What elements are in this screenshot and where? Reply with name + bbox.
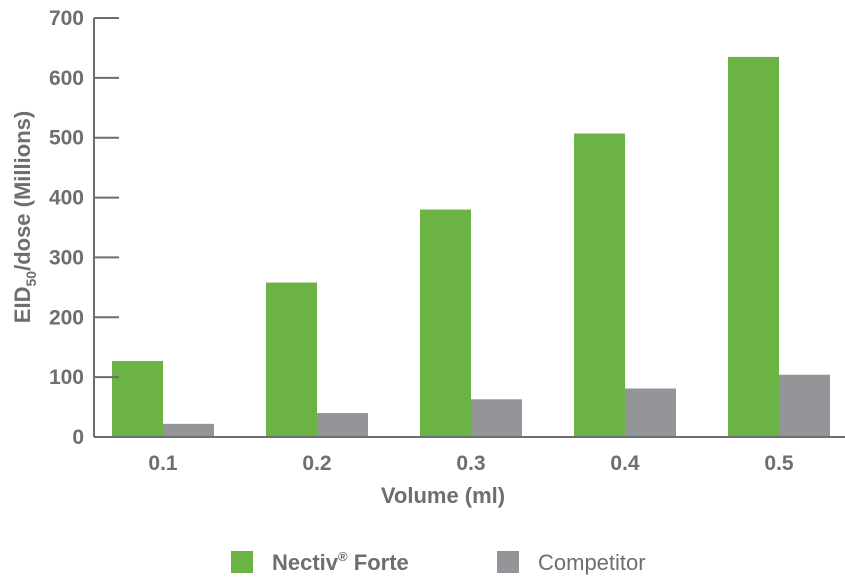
y-tick-label: 200 (49, 306, 84, 329)
y-axis-title-rest: /dose (Millions) (10, 111, 35, 271)
y-axis-title-main: EID (10, 287, 35, 324)
x-tick-label: 0.1 (148, 452, 178, 475)
bar-competitor-0.5 (779, 374, 830, 437)
y-axis-title-subscript: 50 (23, 271, 39, 287)
x-axis-title: Volume (ml) (381, 483, 505, 508)
x-tick-label: 0.5 (764, 452, 794, 475)
bar-nectiv-forte-0.5 (728, 56, 779, 438)
bar-competitor-0.1 (163, 423, 214, 437)
y-tick-label: 600 (49, 67, 84, 90)
legend: Nectiv® Forte Competitor (231, 549, 646, 575)
bar-nectiv-forte-0.1 (112, 360, 163, 437)
bar-nectiv-forte-0.2 (266, 282, 317, 437)
legend-swatch-competitor (497, 551, 519, 573)
bar-nectiv-forte-0.3 (420, 209, 471, 437)
y-tick-label: 500 (49, 127, 84, 150)
y-tick-label: 300 (49, 246, 84, 269)
x-tick-label: 0.4 (610, 452, 640, 475)
legend-swatch-nectiv-forte (231, 551, 253, 573)
y-axis-title: EID50/dose (Millions) (10, 111, 39, 323)
legend-label-competitor: Competitor (538, 550, 646, 575)
y-tick-label: 700 (49, 7, 84, 30)
y-tick-label: 400 (49, 187, 84, 210)
bar-nectiv-forte-0.4 (574, 133, 625, 437)
bar-competitor-0.4 (625, 388, 676, 437)
y-ticks: 0 100 200 300 400 500 600 700 (49, 7, 119, 449)
bars-layer (112, 56, 830, 438)
legend-label-nectiv-forte: Nectiv® Forte (272, 549, 409, 575)
bar-competitor-0.3 (471, 399, 522, 437)
x-ticks: 0.1 0.2 0.3 0.4 0.5 (148, 452, 794, 475)
bar-competitor-0.2 (317, 413, 368, 437)
y-tick-label: 0 (72, 426, 84, 449)
x-tick-label: 0.2 (302, 452, 331, 475)
y-tick-label: 100 (49, 366, 84, 389)
x-tick-label: 0.3 (456, 452, 485, 475)
axes-layer (93, 18, 845, 438)
